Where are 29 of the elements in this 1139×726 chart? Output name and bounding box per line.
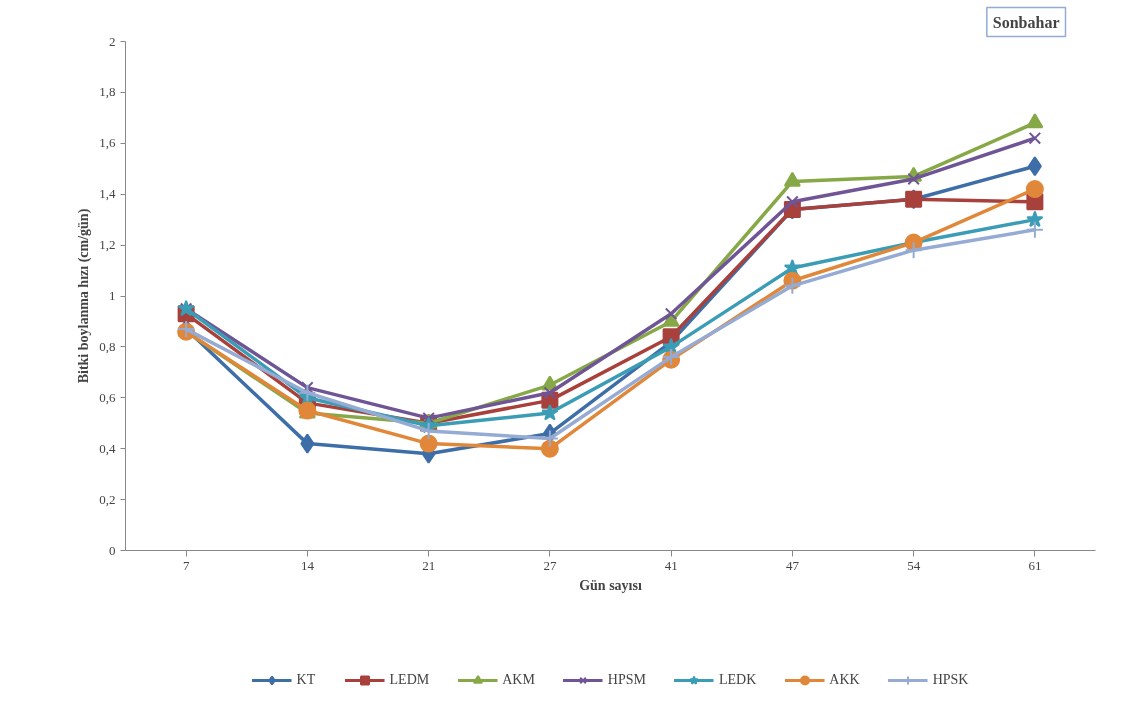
legend-label: HPSK: [932, 672, 969, 688]
y-tick-label: 1: [109, 288, 116, 303]
x-tick-label: 27: [543, 557, 557, 573]
x-tick-label: 41: [664, 557, 678, 573]
y-tick-label: 1,8: [99, 84, 116, 100]
y-tick-label: 0,8: [99, 338, 116, 354]
y-axis-title: Bitki boylanma hızı (cm/gün): [76, 208, 93, 384]
y-tick-label: 1,2: [99, 237, 116, 253]
legend-label: AKK: [829, 672, 860, 688]
y-tick-label: 1,6: [99, 135, 116, 151]
x-tick-label: 7: [182, 557, 190, 573]
legend-label: AKM: [502, 672, 535, 688]
y-tick-label: 1,4: [99, 186, 116, 202]
y-tick-label: 0,6: [99, 389, 116, 405]
legend-label: HPSM: [607, 672, 647, 688]
y-tick-label: 0,4: [99, 440, 116, 456]
legend-label: LEDK: [719, 672, 757, 688]
x-tick-label: 61: [1028, 557, 1042, 573]
y-tick-label: 0,2: [99, 491, 116, 507]
x-tick-label: 47: [785, 557, 800, 573]
x-tick-label: 14: [300, 557, 315, 573]
x-tick-label: 54: [907, 557, 921, 573]
text: Sonbahar: [992, 13, 1060, 31]
y-tick-label: 0: [109, 542, 116, 558]
legend-label: KT: [296, 672, 317, 688]
y-tick-label: 2: [109, 33, 116, 49]
legend-label: LEDM: [389, 672, 430, 688]
x-axis-title: Gün sayısı: [579, 577, 642, 593]
x-tick-label: 21: [422, 557, 436, 573]
